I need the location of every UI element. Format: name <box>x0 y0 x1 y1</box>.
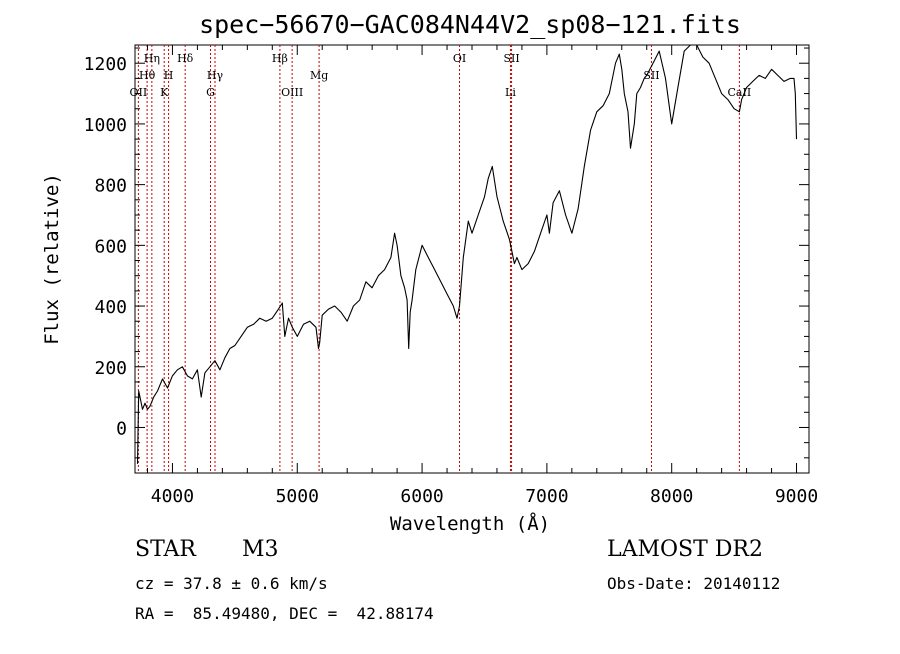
survey-name: LAMOST DR2 <box>607 537 763 562</box>
y-tick-label: 0 <box>116 418 127 439</box>
redshift-text: cz = 37.8 ± 0.6 km/s <box>135 574 328 593</box>
chart-title: spec−56670−GAC084N44V2_sp08−121.fits <box>199 10 741 39</box>
spectral-line-label: SII <box>643 69 659 82</box>
spectral-line-label: SII <box>503 52 519 65</box>
spectral-line-markers <box>137 45 740 473</box>
spectral-line-label: OI <box>453 52 466 65</box>
spectral-line-label: Hγ <box>207 69 224 82</box>
spectral-line-label: OIII <box>281 86 303 99</box>
spectral-line-label: Hβ <box>272 52 288 65</box>
x-tick-label: 9000 <box>775 486 818 507</box>
x-tick-label: 8000 <box>650 486 693 507</box>
x-tick-label: 5000 <box>276 486 319 507</box>
y-axis-label: Flux (relative) <box>41 173 63 345</box>
x-axis-ticks <box>146 45 798 473</box>
spectral-line-label: Mg <box>310 69 328 82</box>
spectral-line-label: CaII <box>728 86 752 99</box>
spectral-line-label: H <box>164 69 174 82</box>
coordinates-text: RA = 85.49480, DEC = 42.88174 <box>135 604 434 623</box>
y-tick-label: 1200 <box>84 54 127 75</box>
y-tick-label: 200 <box>94 358 127 379</box>
spectral-line-label: G <box>206 86 215 99</box>
y-tick-label: 400 <box>94 297 127 318</box>
y-tick-label: 1000 <box>84 115 127 136</box>
y-tick-label: 800 <box>94 176 127 197</box>
spectral-line-label: Hθ <box>139 69 156 82</box>
spectral-line-label: OII <box>130 86 148 99</box>
plot-frame <box>134 44 810 474</box>
object-subclass: M3 <box>242 537 279 562</box>
spectral-line-label: Hη <box>144 52 160 65</box>
x-axis-tick-labels: 4000 5000 6000 7000 8000 9000 <box>151 486 818 507</box>
y-tick-label: 600 <box>94 236 127 257</box>
x-axis-label: Wavelength (Å) <box>390 512 550 535</box>
x-tick-label: 6000 <box>400 486 443 507</box>
y-axis-tick-labels: 0 200 400 600 800 1000 1200 <box>84 54 127 439</box>
obs-date-text: Obs-Date: 20140112 <box>607 574 781 593</box>
spectral-line-label: K <box>160 86 169 99</box>
object-class: STAR <box>135 537 196 562</box>
y-axis-ticks <box>135 47 809 474</box>
x-tick-label: 4000 <box>151 486 194 507</box>
spectrum-line <box>136 44 798 464</box>
spectral-line-label: Li <box>505 86 516 99</box>
x-tick-label: 7000 <box>525 486 568 507</box>
spectral-line-label: Hδ <box>177 52 194 65</box>
